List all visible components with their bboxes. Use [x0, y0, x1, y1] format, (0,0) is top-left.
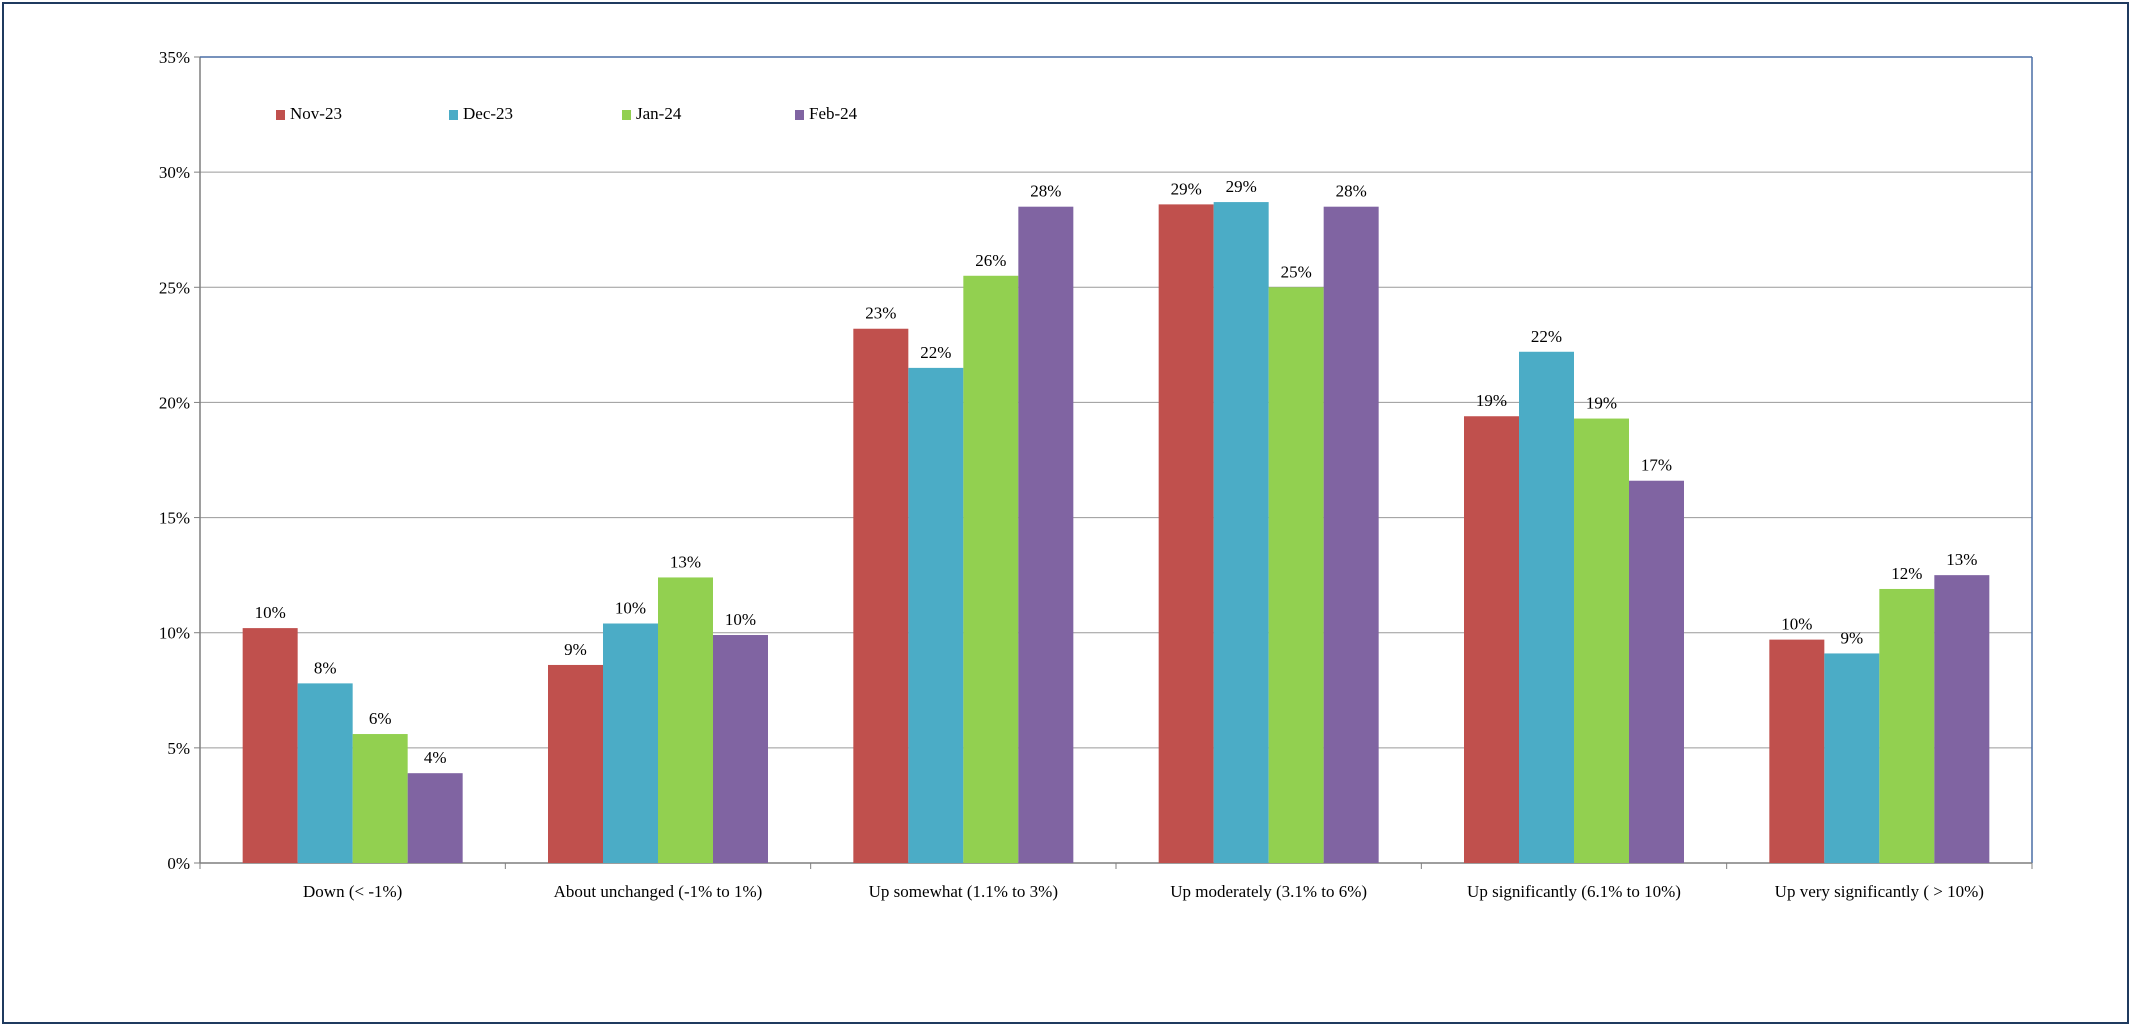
- y-tick-label: 15%: [159, 509, 190, 528]
- bar: [1213, 202, 1269, 863]
- bar: [407, 773, 463, 863]
- bar: [853, 328, 909, 863]
- data-label: 6%: [369, 709, 392, 728]
- data-label: 10%: [615, 599, 646, 618]
- bar: [1769, 639, 1825, 863]
- data-label: 17%: [1641, 456, 1672, 475]
- x-category-label: About unchanged (-1% to 1%): [554, 882, 763, 901]
- bar: [713, 635, 768, 863]
- bar: [658, 577, 713, 863]
- bar: [1934, 575, 1990, 863]
- data-labels: 10% 8% 6% 4% 9% 10% 13% 10% 23% 22% 26% 28% 29% 29% 25…: [255, 177, 1978, 767]
- bar-chart: 0% 5% 10% 15% 20% 25% 30% 35% Down (< -1%) About …: [159, 48, 2033, 901]
- legend-swatch: [795, 110, 804, 120]
- legend-label: Jan-24: [636, 104, 682, 123]
- bar: [548, 664, 603, 863]
- data-label: 13%: [670, 552, 701, 571]
- y-tick-label: 25%: [159, 278, 190, 297]
- data-label: 29%: [1171, 179, 1202, 198]
- data-label: 19%: [1476, 391, 1507, 410]
- data-label: 12%: [1891, 564, 1922, 583]
- bar: [908, 367, 964, 863]
- bar: [1879, 588, 1935, 863]
- x-category-label: Up somewhat (1.1% to 3%): [869, 882, 1058, 901]
- data-label: 22%: [920, 343, 951, 362]
- data-label: 19%: [1586, 394, 1617, 413]
- data-label: 9%: [564, 640, 587, 659]
- data-label: 28%: [1336, 182, 1367, 201]
- x-category-label: Up moderately (3.1% to 6%): [1170, 882, 1367, 901]
- legend-swatch: [622, 110, 631, 120]
- data-label: 28%: [1030, 182, 1061, 201]
- data-label: 22%: [1531, 327, 1562, 346]
- bar: [1268, 287, 1324, 863]
- data-label: 23%: [865, 304, 896, 323]
- bar: [1824, 653, 1880, 863]
- data-label: 29%: [1226, 177, 1257, 196]
- legend-label: Feb-24: [809, 104, 858, 123]
- data-label: 26%: [975, 251, 1006, 270]
- legend: Nov-23 Dec-23 Jan-24 Feb-24: [276, 104, 858, 123]
- y-tick-label: 20%: [159, 393, 190, 412]
- axes: 0% 5% 10% 15% 20% 25% 30% 35% Down (< -1%) About …: [159, 48, 2033, 901]
- bars: [242, 202, 1990, 863]
- data-label: 4%: [424, 748, 447, 767]
- bar: [603, 623, 658, 863]
- x-category-label: Down (< -1%): [303, 882, 402, 901]
- bar: [963, 275, 1019, 863]
- data-label: 10%: [1781, 615, 1812, 634]
- bar: [242, 628, 298, 863]
- legend-swatch: [276, 110, 285, 120]
- y-tick-label: 30%: [159, 163, 190, 182]
- gridlines: [200, 56, 2032, 749]
- y-tick-label: 5%: [167, 739, 190, 758]
- legend-swatch: [449, 110, 458, 120]
- legend-label: Nov-23: [290, 104, 342, 123]
- data-label: 10%: [255, 603, 286, 622]
- data-label: 8%: [314, 658, 337, 677]
- y-tick-label: 35%: [159, 48, 190, 67]
- data-label: 13%: [1946, 550, 1977, 569]
- data-label: 9%: [1840, 628, 1863, 647]
- legend-label: Dec-23: [463, 104, 513, 123]
- bar: [1018, 206, 1074, 863]
- data-label: 10%: [725, 610, 756, 629]
- bar: [1629, 480, 1684, 863]
- bar: [352, 734, 408, 863]
- bar: [1519, 351, 1574, 863]
- y-tick-label: 10%: [159, 624, 190, 643]
- x-category-label: Up significantly (6.1% to 10%): [1467, 882, 1681, 901]
- y-tick-label: 0%: [167, 854, 190, 873]
- bar: [1158, 204, 1214, 863]
- bar: [1574, 418, 1629, 863]
- x-category-label: Up very significantly ( > 10%): [1775, 882, 1984, 901]
- bar: [1464, 416, 1519, 863]
- bar: [1323, 206, 1379, 863]
- bar: [297, 683, 353, 863]
- data-label: 25%: [1281, 262, 1312, 281]
